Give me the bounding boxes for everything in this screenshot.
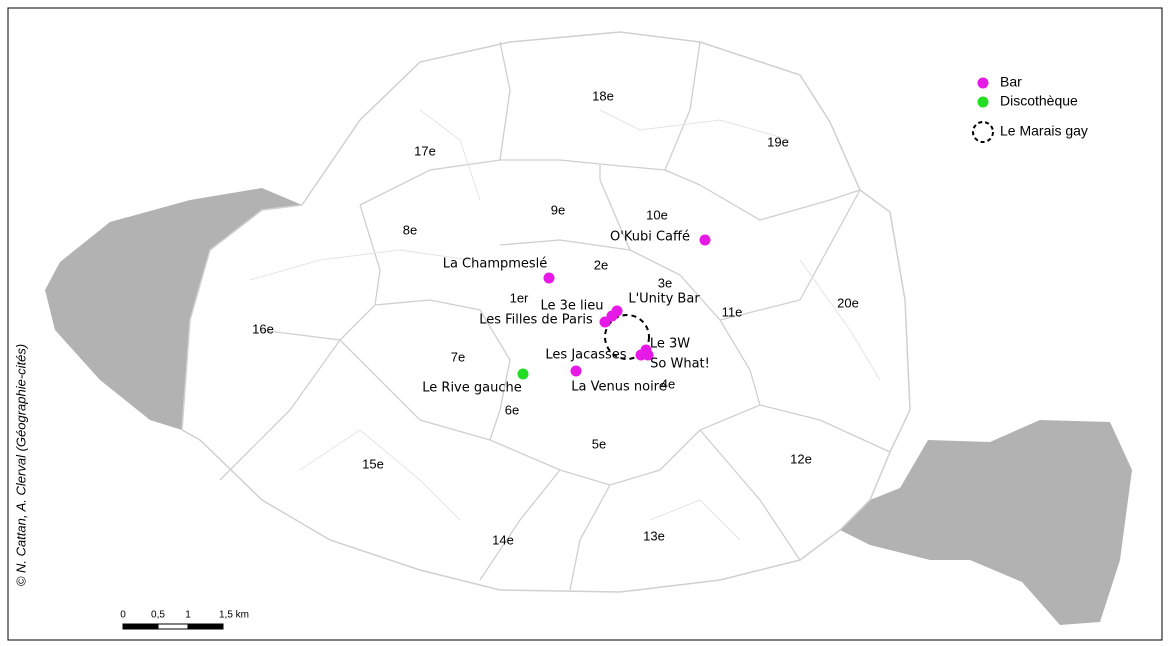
district-label: 20e	[837, 295, 859, 310]
venue-marker	[699, 234, 711, 246]
district-label: 5e	[592, 436, 606, 451]
district-label: 6e	[505, 402, 519, 417]
district-label: 17e	[414, 143, 436, 158]
scale-label: 1	[185, 610, 191, 621]
district-label: 3e	[658, 275, 672, 290]
district-boundaries	[219, 41, 891, 591]
marais-zone	[604, 314, 650, 360]
district-label: 8e	[403, 222, 417, 237]
district-label: 14e	[492, 532, 514, 547]
scale-label: 0	[120, 610, 126, 621]
district-label: 7e	[451, 349, 465, 364]
district-label: 9e	[551, 202, 565, 217]
venue-marker	[543, 272, 555, 284]
bois-de-vincennes	[830, 420, 1132, 625]
venue-label: Les Jacasses	[545, 348, 626, 363]
district-label: 13e	[643, 528, 665, 543]
legend-marker	[977, 77, 989, 89]
venue-label: So What!	[650, 357, 710, 372]
legend-marker	[977, 96, 989, 108]
district-label: 11e	[722, 304, 743, 319]
venue-marker	[599, 316, 611, 328]
venue-label: Les Filles de Paris	[479, 313, 593, 328]
district-label: 12e	[790, 451, 812, 466]
venue-label: O'Kubi Caffé	[610, 230, 690, 245]
scale-segment	[157, 623, 189, 630]
venue-label: La Champmeslé	[443, 257, 548, 272]
district-label: 10e	[646, 207, 668, 222]
venue-label: Le 3e lieu	[540, 299, 603, 314]
scale-label: 1,5 km	[219, 610, 249, 621]
scale-label: 0,5	[151, 610, 165, 621]
legend-label: Discothèque	[1000, 93, 1078, 109]
district-label: 1er	[510, 290, 529, 305]
venue-label: L'Unity Bar	[628, 292, 700, 307]
district-label: 16e	[252, 321, 274, 336]
district-label: 2e	[594, 257, 608, 272]
scale-segment	[122, 623, 159, 630]
legend-marker	[972, 121, 994, 143]
district-label: 4e	[661, 376, 675, 391]
venue-marker	[570, 365, 582, 377]
paris-outline	[181, 31, 911, 593]
legend: Bar Discothèque Le Marais gay	[972, 74, 1088, 143]
district-label: 18e	[592, 88, 614, 103]
venue-marker	[635, 349, 647, 361]
credit: © N. Cattan, A. Clerval (Géographie-cité…	[13, 344, 28, 586]
legend-label: Bar	[1000, 74, 1022, 90]
venue-label: La Venus noire	[571, 380, 666, 395]
venue-marker	[517, 368, 529, 380]
legend-label: Le Marais gay	[1000, 123, 1088, 139]
scale-bar: 0 0,5 1 1,5 km	[120, 610, 249, 630]
district-label: 19e	[767, 134, 789, 149]
venue-label: Le 3W	[650, 337, 690, 352]
venue-label: Le Rive gauche	[422, 381, 521, 396]
district-label: 15e	[362, 456, 384, 471]
scale-segment	[187, 623, 224, 630]
